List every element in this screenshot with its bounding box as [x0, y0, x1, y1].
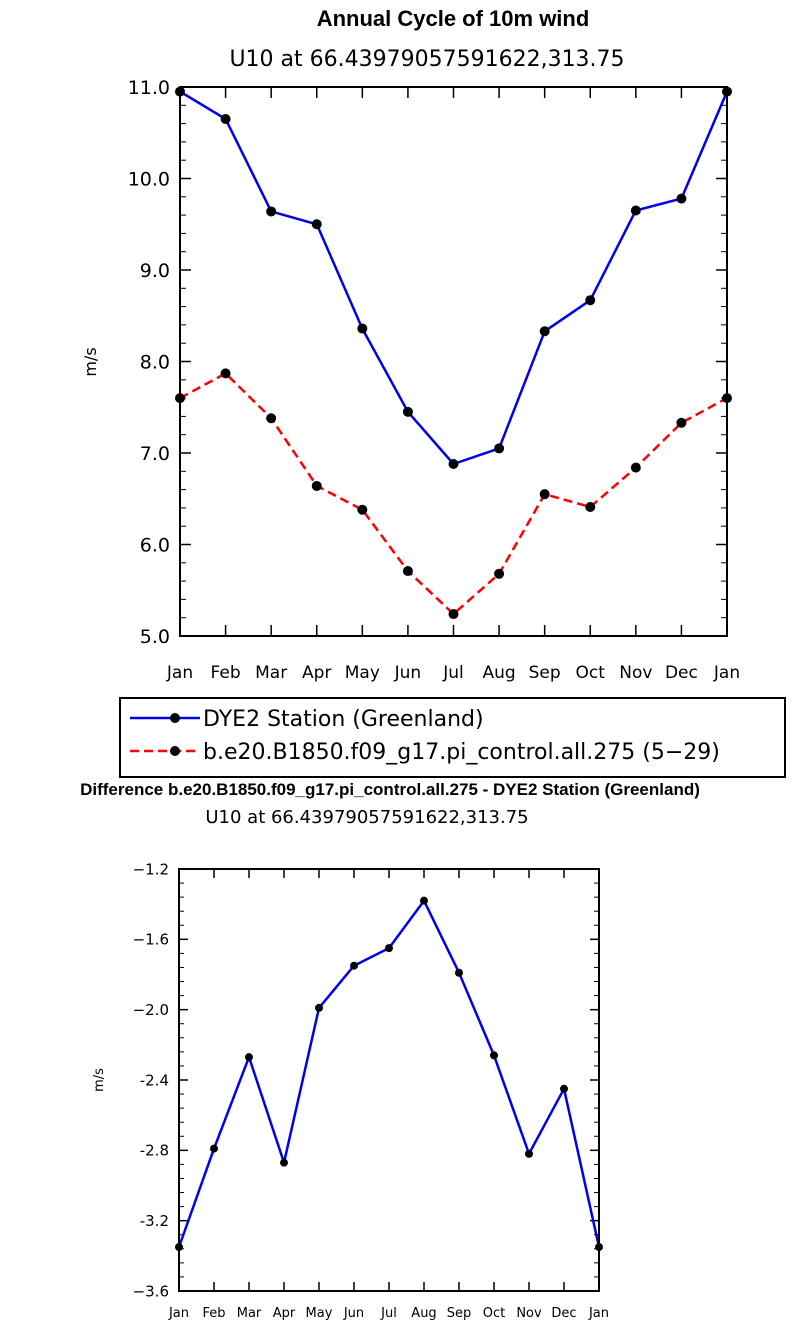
chart1-x-tick-label: Nov	[619, 663, 652, 683]
chart1-title: Annual Cycle of 10m wind	[317, 6, 590, 31]
chart2-y-tick-label: -2.4	[140, 1071, 169, 1089]
chart1-data-point	[585, 501, 596, 512]
chart2-x-tick-label: Jun	[343, 1306, 364, 1321]
chart1-x-tick-label: Oct	[576, 663, 606, 683]
chart1-x-tick-label: Dec	[665, 663, 698, 683]
chart1-x-tick-label: Jul	[442, 663, 464, 683]
chart1-x-tick-label: Sep	[529, 663, 561, 683]
chart2-x-tick-label: Aug	[411, 1306, 436, 1321]
chart2-data-point	[560, 1084, 568, 1093]
chart-difference: Difference b.e20.B1850.f09_g17.pi_contro…	[80, 780, 700, 1321]
legend-marker-dye2	[170, 713, 180, 723]
chart2-x-tick-label: Jan	[168, 1306, 189, 1321]
chart2-y-tick-label: −1.6	[133, 931, 169, 949]
chart-annual-cycle: Annual Cycle of 10m wind U10 at 66.43979…	[81, 6, 786, 778]
chart1-series-line-1	[179, 372, 728, 616]
chart2-data-point	[315, 1003, 323, 1012]
chart2-x-tick-label: Nov	[516, 1306, 542, 1321]
chart2-x-tick-label: Jan	[588, 1306, 609, 1321]
chart1-x-tick-label: Jun	[394, 663, 422, 683]
chart1-data-point	[266, 206, 277, 217]
chart1-y-tick-label: 8.0	[140, 351, 170, 373]
legend-label-model: b.e20.B1850.f09_g17.pi_control.all.275 (…	[203, 740, 720, 765]
chart1-data-point	[220, 368, 231, 379]
legend-entry-model: b.e20.B1850.f09_g17.pi_control.all.275 (…	[130, 740, 720, 765]
chart1-x-tick-label: Apr	[302, 663, 331, 683]
chart2-y-tick-label: −3.6	[133, 1282, 169, 1300]
chart2-x-tick-label: Jul	[380, 1306, 397, 1321]
chart2-data-point	[525, 1149, 533, 1158]
chart1-plot-frame	[179, 86, 728, 637]
chart1-y-tick-label: 10.0	[128, 168, 170, 190]
chart2-title: Difference b.e20.B1850.f09_g17.pi_contro…	[80, 780, 700, 799]
chart1-y-tick-label: 6.0	[140, 534, 170, 556]
chart1-series	[175, 86, 732, 620]
chart1-data-point	[402, 406, 413, 417]
chart1-data-point	[402, 566, 413, 577]
chart1-data-point	[539, 489, 550, 500]
chart2-plot-frame	[178, 868, 600, 1292]
chart2-series-line-0	[177, 899, 601, 1248]
chart1-data-point	[220, 114, 231, 125]
chart1-data-point	[448, 609, 459, 620]
chart1-data-point	[266, 413, 277, 424]
chart1-data-point	[311, 480, 322, 491]
chart2-x-tick-label: Mar	[237, 1306, 262, 1321]
chart1-y-axis-label: m/s	[81, 347, 100, 376]
chart2-x-tick-label: Dec	[551, 1306, 576, 1321]
chart1-ticks: 5.0 6.0 7.0 8.0 9.0 10.0 11.0 Jan Feb Mar Apr May Ju…	[128, 77, 740, 683]
chart1-data-point	[494, 443, 505, 454]
chart2-y-tick-label: −2.0	[133, 1001, 169, 1019]
legend-entry-dye2: DYE2 Station (Greenland)	[130, 707, 484, 732]
legend-label-dye2: DYE2 Station (Greenland)	[203, 707, 484, 732]
chart2-subtitle: U10 at 66.43979057591622,313.75	[205, 807, 528, 828]
chart1-y-tick-label: 9.0	[140, 260, 170, 282]
chart2-x-tick-label: Apr	[273, 1306, 296, 1321]
chart2-x-tick-label: Sep	[447, 1306, 472, 1321]
chart1-y-tick-label: 11.0	[128, 77, 170, 99]
chart1-x-tick-label: Jan	[713, 663, 740, 683]
chart2-data-point	[350, 961, 358, 970]
chart2-series	[175, 896, 603, 1252]
chart2-y-tick-label: -2.8	[140, 1142, 169, 1160]
chart2-x-tick-label: Oct	[483, 1306, 505, 1321]
chart1-data-point	[448, 458, 459, 469]
chart2-data-point	[280, 1158, 288, 1167]
chart1-x-tick-label: Feb	[211, 663, 241, 683]
chart1-data-point	[585, 295, 596, 306]
chart2-y-tick-label: -3.2	[140, 1212, 169, 1230]
chart1-data-point	[357, 504, 368, 515]
chart2-data-point	[490, 1051, 498, 1060]
chart2-x-tick-label: Feb	[202, 1306, 225, 1321]
chart1-data-point	[311, 219, 322, 230]
chart2-x-tick-label: May	[306, 1306, 333, 1321]
chart1-data-point	[676, 417, 687, 428]
chart1-x-tick-label: Jan	[166, 663, 193, 683]
chart1-data-point	[539, 326, 550, 337]
chart1-legend-frame	[119, 697, 786, 778]
chart2-data-point	[420, 896, 428, 905]
chart1-data-point	[630, 205, 641, 216]
chart1-data-point	[676, 193, 687, 204]
chart2-data-point	[385, 944, 393, 953]
chart1-data-point	[357, 323, 368, 334]
chart2-y-axis-label: m/s	[92, 1068, 107, 1092]
chart2-y-tick-label: −1.2	[133, 860, 169, 878]
chart1-y-tick-label: 5.0	[140, 626, 170, 648]
chart1-x-tick-label: May	[345, 663, 380, 683]
chart1-subtitle: U10 at 66.43979057591622,313.75	[229, 47, 624, 72]
chart1-data-point	[494, 568, 505, 579]
chart2-data-point	[455, 968, 463, 977]
chart1-x-tick-label: Aug	[482, 663, 515, 683]
chart2-ticks: −3.6 -3.2 -2.8 -2.4 −2.0 −1.6 −1.2 Jan Feb Mar Apr…	[133, 860, 609, 1321]
chart2-data-point	[210, 1144, 218, 1153]
chart2-data-point	[245, 1053, 253, 1062]
chart1-legend: DYE2 Station (Greenland) b.e20.B1850.f09…	[119, 697, 786, 778]
chart1-y-tick-label: 7.0	[140, 443, 170, 465]
legend-marker-model	[170, 746, 180, 756]
chart1-x-tick-label: Mar	[255, 663, 287, 683]
chart1-data-point	[630, 462, 641, 473]
